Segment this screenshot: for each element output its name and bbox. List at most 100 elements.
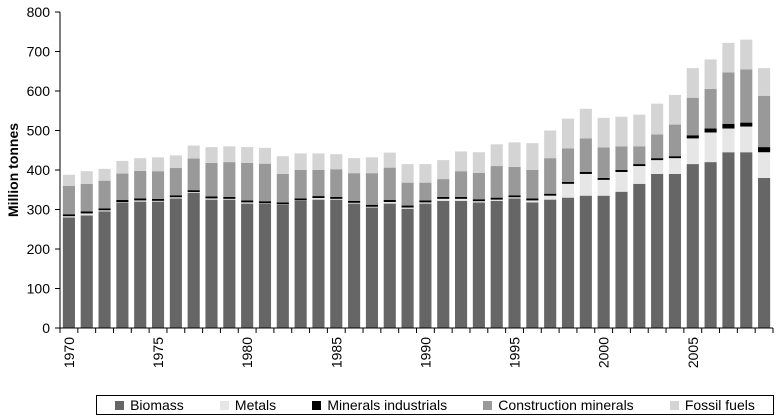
bar-segment — [169, 197, 182, 199]
bar-segment — [348, 202, 361, 204]
bar-segment — [704, 162, 717, 328]
bar-segment — [597, 117, 610, 148]
legend-swatch — [312, 400, 322, 410]
bar-segment — [437, 196, 450, 199]
bar-segment — [401, 207, 414, 209]
x-tick-label: 2000 — [596, 337, 612, 368]
bar-segment — [686, 135, 699, 139]
bar-segment — [241, 162, 254, 201]
bar-segment — [455, 151, 468, 172]
bar-segment — [455, 198, 468, 201]
x-tick-label: 1985 — [328, 337, 344, 368]
bar-segment — [437, 160, 450, 180]
bar-segment — [223, 162, 236, 197]
bar-segment — [276, 156, 289, 174]
y-tick-label: 100 — [27, 281, 51, 297]
bar-segment — [312, 153, 325, 170]
bar-segment — [330, 199, 343, 328]
bar-segment — [294, 170, 307, 199]
bar-segment — [330, 196, 343, 199]
bar-segment — [508, 197, 521, 199]
bar-segment — [169, 198, 182, 328]
bar-segment — [294, 153, 307, 170]
bar-segment — [151, 200, 165, 202]
bar-segment — [597, 147, 610, 178]
bar-segment — [151, 157, 165, 172]
bar-segment — [169, 195, 182, 198]
bar-segment — [740, 39, 753, 70]
bar-segment — [151, 171, 165, 199]
bar-segment — [615, 116, 628, 147]
bar-segment — [401, 205, 414, 208]
bar-segment — [686, 164, 699, 328]
bar-segment — [419, 203, 432, 328]
bar-segment — [472, 172, 485, 200]
bar-segment — [312, 198, 325, 200]
bar-segment — [330, 169, 343, 197]
bar-segment — [205, 198, 218, 200]
bar-segment — [258, 147, 272, 164]
bar-segment — [134, 170, 147, 199]
bar-segment — [241, 203, 254, 328]
bar-segment — [722, 72, 735, 124]
legend-swatch — [115, 400, 125, 410]
bar-segment — [544, 199, 557, 328]
legend-label: Fossil fuels — [684, 397, 755, 413]
bar-segment — [223, 146, 236, 163]
bar-segment — [348, 173, 361, 201]
bar-segment — [561, 183, 575, 198]
bar-segment — [544, 130, 557, 159]
bar-segment — [80, 211, 93, 214]
bar-segment — [561, 148, 575, 182]
bar-segment — [758, 152, 771, 178]
bar-segment — [615, 170, 628, 172]
bar-segment — [187, 158, 200, 191]
bar-segment — [98, 168, 111, 181]
bar-segment — [651, 134, 664, 159]
bar-segment — [80, 215, 93, 328]
bar-segment — [455, 200, 468, 328]
x-axis: 1970 1975 1980 1985 1990 1995 2000 2005 — [59, 327, 774, 368]
bar-segment — [365, 173, 378, 205]
bar-segment — [508, 142, 521, 167]
legend-swatch — [669, 400, 679, 410]
bar-segment — [276, 173, 289, 203]
x-tick-label: 1995 — [507, 337, 523, 368]
bars — [62, 39, 771, 328]
bar-segment — [722, 128, 735, 153]
bar-segment — [561, 197, 575, 328]
bar-segment — [579, 138, 592, 172]
y-axis: 0 100 200 300 400 500 600 700 800 — [27, 4, 61, 336]
bar-segment — [686, 138, 699, 165]
bar-segment — [419, 202, 432, 204]
bar-segment — [312, 170, 325, 197]
bar-segment — [758, 177, 771, 328]
bar-segment — [758, 147, 771, 153]
bar-segment — [62, 185, 75, 215]
bar-segment — [365, 204, 378, 207]
bar-segment — [98, 211, 111, 328]
bar-segment — [62, 174, 75, 186]
y-tick-label: 0 — [42, 320, 50, 336]
bar-segment — [223, 198, 236, 200]
bar-segment — [134, 201, 147, 328]
bar-segment — [668, 158, 682, 174]
bar-segment — [526, 143, 539, 170]
bar-segment — [98, 208, 111, 211]
bar-segment — [294, 200, 307, 328]
bar-segment — [151, 198, 165, 201]
bar-segment — [205, 196, 218, 199]
bar-segment — [419, 164, 432, 183]
bar-segment — [651, 160, 664, 174]
bar-segment — [615, 146, 628, 170]
bar-segment — [151, 201, 165, 328]
x-tick-label: 1975 — [150, 337, 166, 368]
y-tick-label: 700 — [27, 44, 51, 60]
bar-segment — [668, 173, 682, 328]
bar-segment — [223, 196, 236, 199]
bar-segment — [294, 198, 307, 201]
legend-label: Biomass — [130, 397, 184, 413]
legend-item: Biomass — [115, 397, 184, 413]
bar-segment — [419, 200, 432, 203]
